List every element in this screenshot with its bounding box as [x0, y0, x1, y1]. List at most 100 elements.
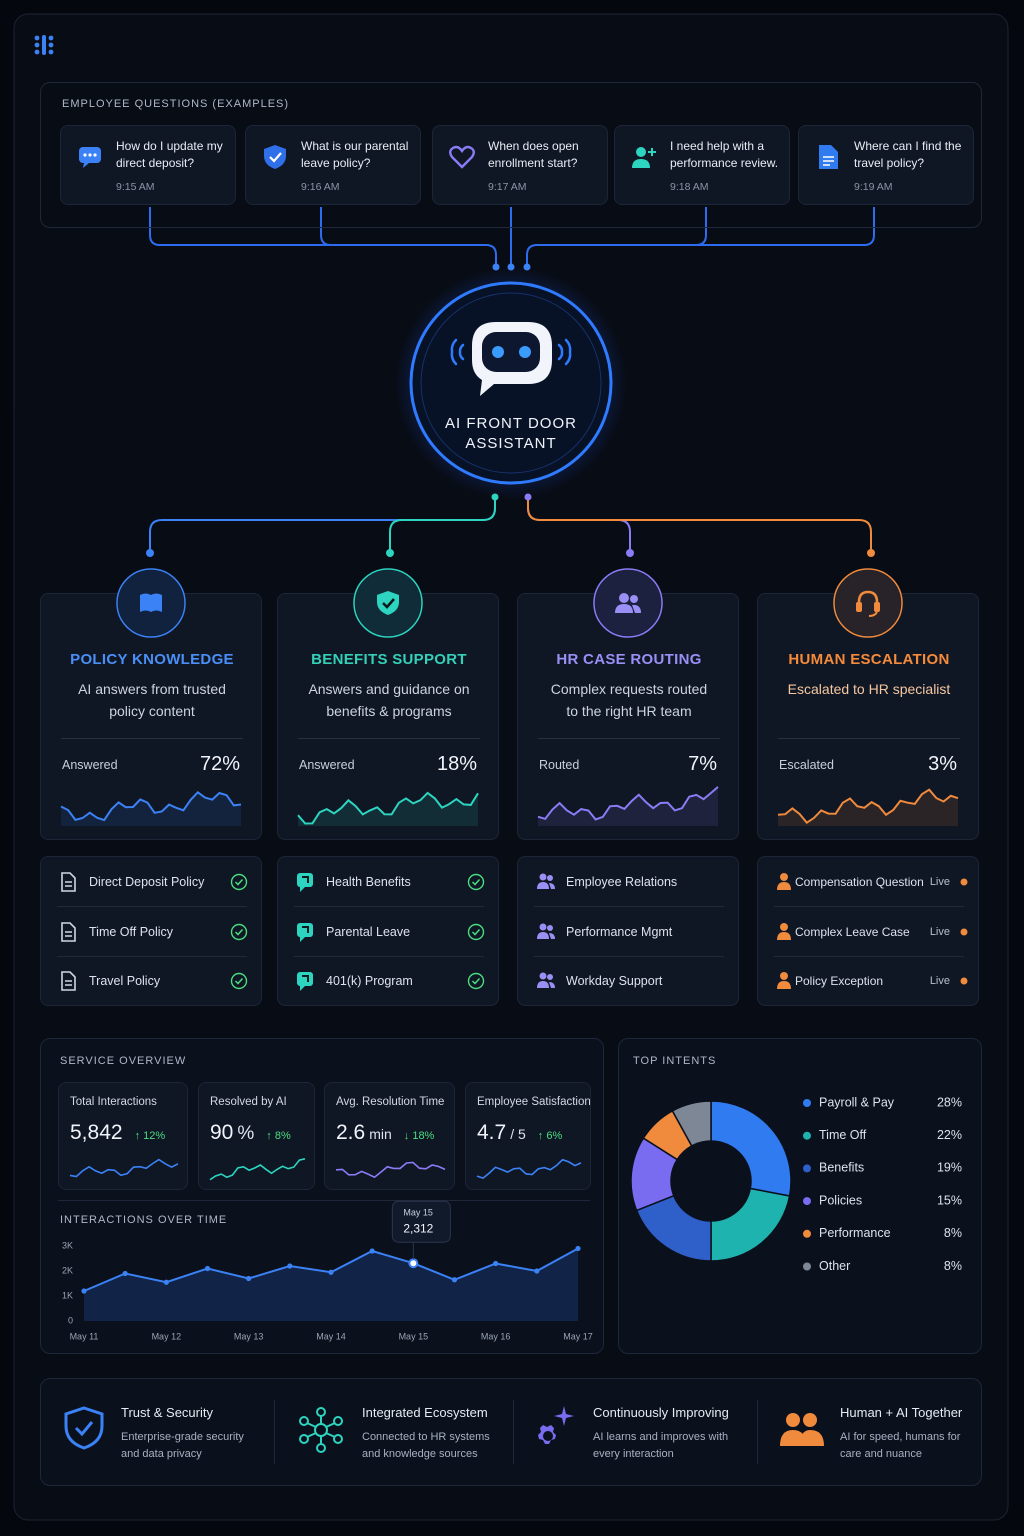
- feature-description: Connected to HR systems and knowledge so…: [362, 1431, 490, 1460]
- item-name: Performance Mgmt: [566, 924, 673, 939]
- question-time: 9:15 AM: [116, 181, 155, 193]
- feature-title: Trust & Security: [121, 1405, 213, 1420]
- kpi-unit: %: [237, 1123, 255, 1144]
- item-name: Employee Relations: [566, 875, 678, 889]
- question-text: What is our parental leave policy?: [301, 139, 409, 170]
- questions-panel: [40, 82, 982, 228]
- question-text: I need help with a performance review.: [670, 139, 779, 170]
- check-icon: [467, 873, 485, 891]
- bot-icon: [450, 322, 572, 396]
- question-time: 9:16 AM: [301, 181, 340, 193]
- sparkline: [777, 788, 959, 826]
- divider: [294, 906, 484, 907]
- channel-icon: [833, 568, 903, 638]
- divider: [61, 738, 243, 739]
- output-connectors: [149, 497, 872, 552]
- metric-value: 3%: [928, 753, 957, 775]
- item-icon: [61, 872, 76, 892]
- items-card: Employee Relations Performance Mgmt Workda…: [517, 856, 739, 1006]
- sparkline: [335, 1161, 446, 1179]
- channel-description: Answers and guidance on benefits & progr…: [308, 681, 470, 719]
- item-name: Parental Leave: [326, 924, 411, 939]
- feature-icon: [780, 1413, 824, 1446]
- kpi-value: 4.7: [477, 1121, 507, 1144]
- question-text: Where can I find the travel policy?: [854, 139, 962, 170]
- kpi-value-row: 4.7/ 5 ↑ 6%: [477, 1121, 562, 1145]
- section-title: EMPLOYEE QUESTIONS (EXAMPLES): [62, 98, 290, 110]
- item-name: Complex Leave Case: [795, 924, 910, 939]
- question-card: Where can I find the travel policy? 9:19 …: [798, 125, 974, 205]
- item-icon: [777, 922, 791, 940]
- item-icon: [297, 972, 313, 991]
- feature-description: Enterprise-grade security and data priva…: [121, 1431, 244, 1460]
- icon: [819, 145, 838, 169]
- assistant-inner-ring: [420, 292, 602, 474]
- kpi-label: Employee Satisfaction: [477, 1096, 591, 1108]
- kpi-label: Avg. Resolution Time: [336, 1096, 445, 1108]
- feature-icon: [299, 1407, 343, 1453]
- question-card: When does open enrollment start? 9:17 AM: [432, 125, 608, 205]
- item-name: Health Benefits: [326, 875, 411, 889]
- icon: [264, 145, 286, 169]
- item-icon: [297, 873, 313, 892]
- metric-label: Answered: [62, 758, 118, 772]
- divider: [774, 906, 964, 907]
- feature-title: Continuously Improving: [593, 1405, 729, 1420]
- item-status: Live: [929, 975, 950, 987]
- channel-title: HR CASE ROUTING: [556, 651, 702, 668]
- question-card: I need help with a performance review. 9:…: [614, 125, 790, 205]
- metric-value: 72%: [199, 753, 240, 775]
- kpi-card: Avg. Resolution Time 2.6 min ↓ 18%: [324, 1082, 455, 1190]
- kpi-change: ↓ 18%: [403, 1130, 435, 1142]
- kpi-label: Resolved by AI: [210, 1096, 287, 1108]
- channel-icon: [353, 568, 423, 638]
- item-icon: [777, 873, 791, 890]
- kpi-value-row: 2.6 min ↓ 18%: [336, 1121, 434, 1145]
- kpi-change: ↑ 12%: [134, 1130, 166, 1142]
- icon: [79, 147, 101, 168]
- divider: [778, 738, 960, 739]
- divider: [274, 1400, 275, 1464]
- metric-label: Answered: [299, 758, 355, 772]
- input-connectors: [149, 207, 875, 266]
- live-dot: [960, 977, 968, 985]
- item-icon: [537, 873, 555, 889]
- metric-label: Escalated: [779, 758, 834, 772]
- item-name: Time Off Policy: [89, 924, 174, 939]
- item-icon: [777, 972, 791, 989]
- item-status: Live: [929, 876, 950, 888]
- question-time: 9:17 AM: [488, 181, 527, 193]
- divider: [534, 955, 724, 957]
- feature-description: AI for speed, humans for care and nuance: [840, 1431, 961, 1460]
- sparkline: [69, 1158, 179, 1178]
- metric-label: Routed: [539, 758, 580, 772]
- feature-icon: [64, 1406, 104, 1450]
- check-icon: [230, 972, 248, 990]
- channel-title: BENEFITS SUPPORT: [311, 651, 467, 668]
- feature-icon: [538, 1406, 574, 1444]
- item-icon: [537, 972, 555, 988]
- item-name: Workday Support: [566, 974, 663, 988]
- features-panel: [40, 1378, 982, 1486]
- item-name: 401(k) Program: [326, 974, 413, 988]
- line-chart-title: INTERACTIONS OVER TIME: [60, 1214, 228, 1226]
- divider: [534, 906, 724, 907]
- item-icon: [61, 971, 76, 991]
- feature-description: AI learns and improves with every intera…: [593, 1431, 729, 1460]
- kpi-change: ↑ 6%: [537, 1130, 563, 1142]
- channel-description: Complex requests routed to the right HR …: [550, 681, 708, 719]
- sparkline: [476, 1158, 582, 1179]
- kpi-value-row: 90% ↑ 8%: [210, 1121, 291, 1145]
- metric-value: 7%: [688, 753, 717, 775]
- live-dot: [960, 928, 968, 935]
- sparkline: [537, 786, 719, 826]
- question-card: What is our parental leave policy? 9:16 A…: [245, 125, 421, 205]
- assistant-label: AI FRONT DOOR ASSISTANT: [445, 415, 577, 452]
- metric-value: 18%: [436, 753, 477, 775]
- item-icon: [297, 922, 313, 942]
- item-icon: [537, 923, 555, 939]
- feature-title: Integrated Ecosystem: [362, 1405, 488, 1420]
- icon: [449, 145, 475, 169]
- kpi-card: Resolved by AI 90% ↑ 8%: [198, 1082, 315, 1190]
